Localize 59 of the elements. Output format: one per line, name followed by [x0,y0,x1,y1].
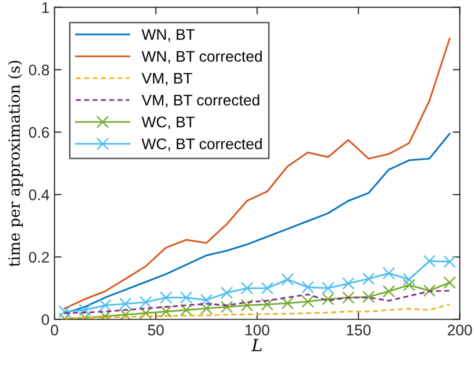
legend-label: WC, BT [142,116,195,130]
point [322,292,334,306]
point [119,298,132,310]
point [281,296,294,310]
point [362,290,375,304]
x-tick-label: 100 [246,324,270,336]
point [342,277,355,290]
y-tick-label: 0 [42,314,50,326]
x-tick-label: 50 [148,324,164,336]
point [98,299,112,312]
x-tick-label: 150 [346,324,371,336]
point [443,255,456,268]
point [180,304,192,316]
legend-label: WN, BT corrected [142,50,262,64]
y-tick-label: 1 [42,2,49,13]
point [160,305,172,318]
point [220,300,233,314]
point [423,254,436,268]
legend-label: VM, BT corrected [142,94,260,108]
legend-label: WN, BT [142,29,195,42]
point [302,280,314,294]
point [443,276,456,289]
y-tick-label: 0.4 [29,189,50,200]
x-tick-label: 0 [50,324,58,336]
point [78,304,92,316]
point [119,308,132,320]
y-tick-label: 0.6 [29,127,49,138]
x-axis-title: L [251,338,262,352]
point [160,291,172,304]
x-tick-label: 200 [448,324,472,336]
point [382,285,396,298]
point [342,291,355,304]
point [382,266,396,280]
point [240,299,254,312]
point [362,272,375,286]
point [302,295,314,308]
point [200,302,213,315]
point [200,294,213,306]
line-series [64,304,450,320]
point [180,291,192,304]
point [281,273,294,286]
y-tick-label: 0.8 [29,64,49,76]
point [240,282,254,294]
legend-label: WC, BT corrected [142,138,262,152]
point [402,273,416,286]
y-axis-title: time per approximation (s) [8,60,23,267]
point [139,306,152,320]
point [139,296,152,308]
legend-label: VM, BT [142,73,192,86]
point [423,284,436,297]
line-series [64,132,450,314]
point [261,298,274,311]
point [261,282,274,294]
point [322,282,334,294]
line-series [64,290,450,314]
point [58,305,71,318]
point [402,278,416,292]
point [220,286,233,300]
y-tick-label: 0.2 [29,252,49,263]
